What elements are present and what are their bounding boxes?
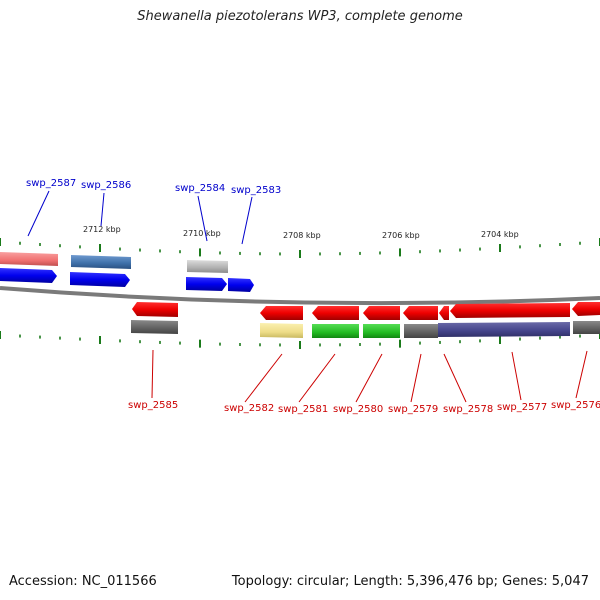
leader-line-swp-2582 [244,353,283,403]
leader-line-swp-2581 [298,353,336,403]
gene-swp-2579[interactable] [403,306,438,320]
leader-line-swp-2586 [100,192,105,227]
gene-swp-2583[interactable] [228,278,254,292]
gene-swp-2578[interactable] [439,306,449,320]
feature-bar-swp-2577[interactable] [438,322,570,337]
genome-summary-text: Topology: circular; Length: 5,396,476 bp… [231,574,589,589]
outer-scale-ticks [0,238,600,258]
gene-swp-2582[interactable] [260,306,303,320]
gene-label-swp-2577[interactable]: swp_2577 [497,402,547,413]
gene-label-swp-2580[interactable]: swp_2580 [333,404,383,415]
gene-label-swp-2582[interactable]: swp_2582 [224,403,274,414]
gene-label-swp-2586[interactable]: swp_2586 [81,180,131,191]
feature-bar-swp-2584[interactable] [187,260,228,273]
gene-label-swp-2584[interactable]: swp_2584 [175,183,225,194]
leader-line-swp-2576 [575,350,588,399]
gene-label-swp-2587[interactable]: swp_2587 [26,178,76,189]
leader-line-swp-2579 [410,353,422,403]
gene-label-swp-2579[interactable]: swp_2579 [388,404,438,415]
gene-swp-2585[interactable] [132,302,178,317]
feature-bar-swp-2586[interactable] [71,255,131,269]
gene-swp-2584[interactable] [186,277,227,291]
leader-line-swp-2577 [511,351,522,401]
accession-text: Accession: NC_011566 [9,574,157,589]
leader-line-swp-2580 [355,353,383,403]
feature-bar-swp-2576[interactable] [573,321,600,334]
gene-swp-2587[interactable] [0,268,57,283]
gene-label-swp-2581[interactable]: swp_2581 [278,404,328,415]
leader-line-swp-2583 [241,196,253,245]
feature-bar-swp-2585[interactable] [131,320,178,334]
leader-line-swp-2585 [151,349,154,399]
inner-scale-ticks [0,331,600,349]
gene-label-swp-2578[interactable]: swp_2578 [443,404,493,415]
leader-line-swp-2578 [443,353,467,403]
gene-swp-2580[interactable] [363,306,400,320]
leader-line-swp-2584 [197,195,208,242]
feature-bar-swp-2579[interactable] [404,324,438,338]
scale-label-2706: 2706 kbp [382,231,420,240]
scale-label-2704: 2704 kbp [481,230,519,239]
gene-label-swp-2576[interactable]: swp_2576 [551,400,600,411]
gene-swp-2586[interactable] [70,272,130,287]
genome-backbone [0,286,600,306]
gene-swp-2577[interactable] [450,303,570,318]
feature-bar-swp-2587[interactable] [0,252,58,266]
feature-bar-swp-2581[interactable] [312,324,359,338]
gene-swp-2581[interactable] [312,306,359,320]
genome-title: Shewanella piezotolerans WP3, complete g… [137,9,463,24]
scale-label-2712: 2712 kbp [83,225,121,234]
gene-label-swp-2585[interactable]: swp_2585 [128,400,178,411]
gene-swp-2576[interactable] [572,302,600,316]
gene-label-swp-2583[interactable]: swp_2583 [231,185,281,196]
feature-bar-swp-2580[interactable] [363,324,400,338]
feature-bar-swp-2582[interactable] [260,323,303,338]
scale-label-2710: 2710 kbp [183,229,221,238]
leader-line-swp-2587 [27,190,50,237]
scale-label-2708: 2708 kbp [283,231,321,240]
